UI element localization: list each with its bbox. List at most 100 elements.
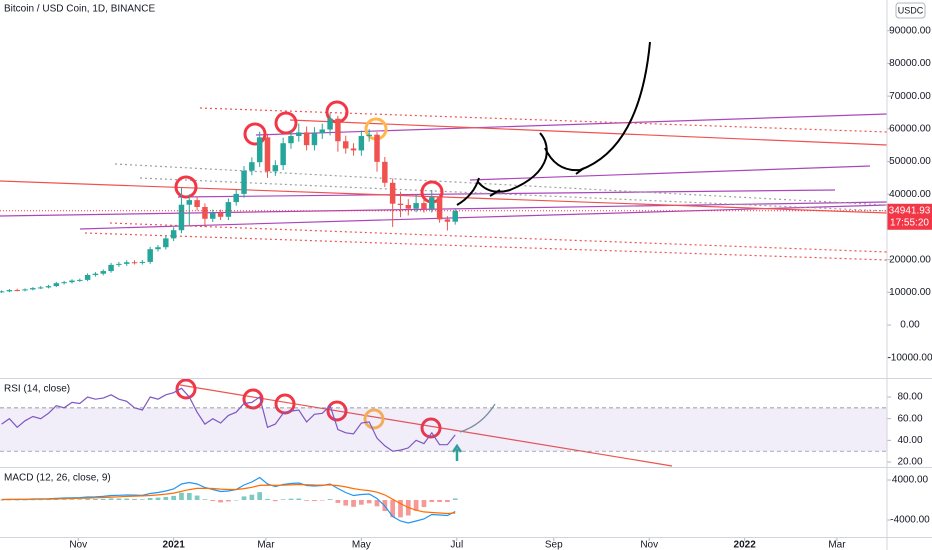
candle-body xyxy=(296,132,302,137)
histogram-bar xyxy=(38,499,44,501)
candle-body xyxy=(280,143,286,166)
histogram-bar xyxy=(280,499,286,500)
candle-body xyxy=(241,170,247,194)
candle-body xyxy=(37,287,44,289)
candle-body xyxy=(256,137,263,163)
candle-body xyxy=(444,219,451,222)
currency-box[interactable] xyxy=(895,2,926,19)
candle-body xyxy=(374,134,380,162)
candle-body xyxy=(53,283,60,287)
histogram-bar xyxy=(202,499,208,500)
candle-body xyxy=(116,263,122,265)
histogram-bar xyxy=(171,495,176,500)
trend-line xyxy=(469,165,871,181)
highlight-circle xyxy=(420,417,442,439)
candle-body xyxy=(335,118,341,142)
candle-body xyxy=(45,286,52,288)
histogram-bar xyxy=(179,492,184,500)
histogram-bar xyxy=(437,500,442,503)
candle-body xyxy=(249,162,255,171)
y-tick-label: 50000.00 xyxy=(889,156,931,167)
y-tick-label: 40.00 xyxy=(897,435,922,446)
candle-body xyxy=(30,288,36,290)
candle-body xyxy=(303,132,310,146)
candle-body xyxy=(272,165,279,172)
histogram-bar xyxy=(421,500,427,508)
candle-body xyxy=(452,210,458,222)
y-tick-label: 80000.00 xyxy=(889,58,931,69)
histogram-bar xyxy=(312,500,317,501)
candle-body xyxy=(6,290,13,292)
x-tick-label: 2022 xyxy=(734,540,757,550)
y-tick-label: 4000.00 xyxy=(892,475,929,486)
highlight-circle xyxy=(274,111,298,135)
histogram-bar xyxy=(53,499,59,500)
y-tick-label: 40000.00 xyxy=(889,189,931,200)
candle-body xyxy=(288,136,294,144)
candle-body xyxy=(147,249,153,262)
macd-title: MACD (12, 26, close, 9) xyxy=(4,473,111,484)
highlight-circle xyxy=(175,378,197,400)
candle-body xyxy=(350,148,357,151)
candle-body xyxy=(108,264,114,272)
histogram-bar xyxy=(226,500,231,502)
macd-line xyxy=(1,476,456,524)
x-tick-label: Mar xyxy=(828,540,846,550)
histogram-bar xyxy=(132,498,137,500)
trend-line xyxy=(289,119,888,146)
candle-body xyxy=(202,206,208,219)
rsi-projection xyxy=(459,403,496,433)
rsi-band xyxy=(0,407,887,452)
y-tick-label: 80.00 xyxy=(897,392,922,403)
histogram-bar xyxy=(93,498,98,500)
y-tick-label: 60.00 xyxy=(897,413,922,424)
last-price-label: 34941.93 xyxy=(889,205,931,216)
candle-body xyxy=(264,137,271,172)
trend-line xyxy=(79,204,888,230)
candle-body xyxy=(77,279,83,281)
histogram-bar xyxy=(351,500,356,507)
candle-body xyxy=(225,202,232,217)
candle-body xyxy=(155,247,161,250)
histogram-bar xyxy=(288,498,294,500)
currency-label[interactable]: USDC xyxy=(898,5,924,15)
histogram-bar xyxy=(452,498,458,500)
projection-curve xyxy=(489,189,501,197)
histogram-bar xyxy=(241,496,247,500)
histogram-bar xyxy=(359,500,364,505)
rsi-title: RSI (14, close) xyxy=(4,384,70,395)
projection-curve xyxy=(575,167,585,175)
candle-body xyxy=(342,141,349,149)
histogram-bar xyxy=(304,500,309,501)
histogram-bar xyxy=(257,492,263,500)
y-tick-label: 60000.00 xyxy=(889,123,931,134)
x-tick-label: Nov xyxy=(640,540,658,550)
histogram-bar xyxy=(390,500,396,518)
macd-line xyxy=(1,483,456,515)
y-tick-label: 90000.00 xyxy=(889,25,931,36)
candle-body xyxy=(436,197,443,220)
histogram-bar xyxy=(30,499,36,501)
candle-body xyxy=(84,274,91,280)
x-tick-label: Sep xyxy=(545,540,563,550)
histogram-bar xyxy=(116,498,122,500)
highlight-circle xyxy=(243,122,267,146)
candle-body xyxy=(311,133,318,146)
histogram-bar xyxy=(155,497,161,500)
projection-curve xyxy=(456,177,480,206)
highlight-circle xyxy=(174,175,198,199)
y-tick-label: 10000.00 xyxy=(889,287,931,298)
candle-body xyxy=(131,262,138,264)
candle-body xyxy=(429,197,435,209)
histogram-bar xyxy=(218,500,223,503)
candle-body xyxy=(210,212,216,219)
candle-body xyxy=(358,136,365,151)
trend-line xyxy=(114,163,888,206)
histogram-bar xyxy=(61,499,67,500)
candle-body xyxy=(100,271,106,274)
y-tick-label: 70000.00 xyxy=(889,91,931,102)
histogram-bar xyxy=(22,499,28,501)
candle-body xyxy=(14,290,20,292)
trend-line xyxy=(84,232,888,261)
